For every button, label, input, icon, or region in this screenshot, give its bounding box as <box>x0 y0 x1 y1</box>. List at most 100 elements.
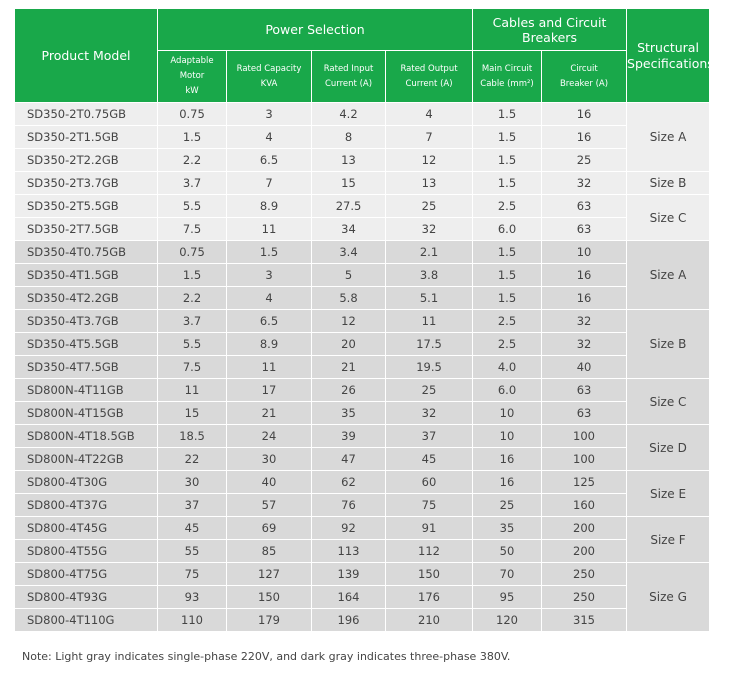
value-cell: 70 <box>472 562 542 586</box>
value-cell: 100 <box>540 447 628 471</box>
model-cell: SD800-4T93G <box>14 585 158 609</box>
value-cell: 3.4 <box>311 240 386 264</box>
value-cell: 34 <box>311 217 386 241</box>
value-cell: 50 <box>472 539 542 563</box>
data-row: SD350-4T1.5GB 1.5 3 5 3.8 1.5 16 <box>14 263 710 287</box>
value-cell: 26 <box>311 378 386 402</box>
value-cell: 150 <box>385 562 473 586</box>
header-cell: Power Selection <box>157 8 473 51</box>
data-row: SD800N-4T15GB 15 21 35 32 10 63 <box>14 401 710 425</box>
header-row: Product Model Power Selection Cables and… <box>14 8 714 103</box>
spec-table: Product Model Power Selection Cables and… <box>14 8 714 632</box>
value-cell: 18.5 <box>157 424 227 448</box>
data-row: SD350-2T5.5GB 5.5 8.9 27.5 25 2.5 63 Size C <box>14 194 711 241</box>
model-cell: SD800N-4T18.5GB <box>14 424 158 448</box>
value-cell: 15 <box>157 401 227 425</box>
data-row: SD800-4T75G 75 127 139 150 70 250 Size G <box>14 562 711 632</box>
value-cell: 2.2 <box>157 148 227 172</box>
model-cell: SD350-2T0.75GB <box>14 102 158 126</box>
value-cell: 7.5 <box>157 355 227 379</box>
table-wrap: Product Model Power Selection Cables and… <box>14 8 714 632</box>
value-cell: 16 <box>540 286 628 310</box>
value-cell: 7 <box>226 171 312 195</box>
value-cell: 6.5 <box>226 309 312 333</box>
value-cell: 1.5 <box>472 286 542 310</box>
value-cell: 120 <box>472 608 542 632</box>
value-cell: 6.0 <box>472 217 542 241</box>
value-cell: 40 <box>540 355 628 379</box>
value-cell: 32 <box>385 401 473 425</box>
subheader-cell: Rated Input Current (A) <box>311 50 386 103</box>
data-row: SD800N-4T11GB 11 17 26 25 6.0 63 Size C <box>14 378 711 425</box>
data-row: SD350-2T3.7GB 3.7 7 15 13 1.5 32 Size B <box>14 171 711 195</box>
value-cell: 47 <box>311 447 386 471</box>
value-cell: 63 <box>540 378 628 402</box>
value-cell: 164 <box>311 585 386 609</box>
header-cell: Product Model <box>14 8 158 103</box>
model-cell: SD350-4T3.7GB <box>14 309 158 333</box>
value-cell: 35 <box>311 401 386 425</box>
subheader-line: Rated Output <box>400 63 458 74</box>
value-cell: 21 <box>226 401 312 425</box>
subheader-line: Breaker (A) <box>559 78 609 89</box>
value-cell: 13 <box>311 148 386 172</box>
value-cell: 176 <box>385 585 473 609</box>
value-cell: 62 <box>311 470 386 494</box>
value-cell: 4 <box>385 102 473 126</box>
data-row: SD800-4T55G 55 85 113 112 50 200 <box>14 539 710 563</box>
value-cell: 8 <box>311 125 386 149</box>
model-cell: SD800-4T37G <box>14 493 158 517</box>
value-cell: 210 <box>385 608 473 632</box>
subheader-row: Adaptable Motor kW Rated Capacity KVA Rated … <box>15 50 710 103</box>
subheader-line: KVA <box>260 78 278 89</box>
value-cell: 110 <box>157 608 227 632</box>
value-cell: 10 <box>472 424 542 448</box>
model-cell: SD350-4T1.5GB <box>14 263 158 287</box>
model-cell: SD800-4T110G <box>14 608 158 632</box>
data-row: SD350-2T7.5GB 7.5 11 34 32 6.0 63 <box>14 217 710 241</box>
subheader-line: Cable (mm²) <box>480 78 534 89</box>
value-cell: 5 <box>311 263 386 287</box>
table-body: SD350-2T0.75GB 0.75 3 4.2 4 1.5 16 Size A SD350-… <box>14 102 711 632</box>
value-cell: 75 <box>385 493 473 517</box>
value-cell: 12 <box>311 309 386 333</box>
value-cell: 0.75 <box>157 102 227 126</box>
value-cell: 1.5 <box>472 148 542 172</box>
value-cell: 16 <box>540 102 628 126</box>
subheader-line: kW <box>185 86 199 96</box>
value-cell: 127 <box>226 562 312 586</box>
value-cell: 40 <box>226 470 312 494</box>
size-cell: Size B <box>626 171 711 195</box>
subheader-line: Rated Input <box>323 63 374 74</box>
value-cell: 2.5 <box>472 194 542 218</box>
model-cell: SD350-2T7.5GB <box>14 217 158 241</box>
value-cell: 11 <box>385 309 473 333</box>
value-cell: 13 <box>385 171 473 195</box>
value-cell: 7 <box>385 125 473 149</box>
model-cell: SD350-2T3.7GB <box>14 171 158 195</box>
value-cell: 60 <box>385 470 473 494</box>
header-cell: Cables and Circuit Breakers <box>471 8 628 51</box>
value-cell: 3.7 <box>157 309 227 333</box>
size-cell: Size F <box>626 516 711 563</box>
data-row: SD350-2T0.75GB 0.75 3 4.2 4 1.5 16 Size A <box>14 102 711 172</box>
value-cell: 11 <box>226 217 312 241</box>
value-cell: 32 <box>540 332 628 356</box>
subheader-line: Current (A) <box>324 78 373 89</box>
value-cell: 6.5 <box>226 148 312 172</box>
model-cell: SD800N-4T15GB <box>14 401 158 425</box>
value-cell: 10 <box>472 401 542 425</box>
value-cell: 1.5 <box>226 240 312 264</box>
note: Note: Light gray indicates single-phase … <box>22 650 511 663</box>
value-cell: 17.5 <box>385 332 473 356</box>
value-cell: 30 <box>157 470 227 494</box>
subheader-line: Circuit <box>570 63 598 74</box>
value-cell: 75 <box>157 562 227 586</box>
value-cell: 32 <box>385 217 473 241</box>
subheader-line: Current (A) <box>405 78 453 89</box>
value-cell: 1.5 <box>472 102 542 126</box>
value-cell: 55 <box>157 539 227 563</box>
value-cell: 16 <box>540 125 628 149</box>
value-cell: 2.1 <box>385 240 473 264</box>
